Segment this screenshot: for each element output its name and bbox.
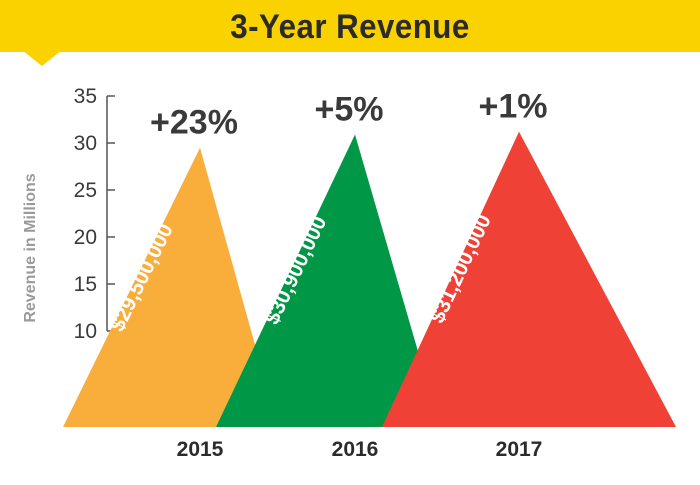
y-tick-label: 20 xyxy=(74,226,97,249)
change-label-2017: +1% xyxy=(479,88,548,126)
category-label-2017: 2017 xyxy=(496,438,543,461)
change-label-2016: +5% xyxy=(315,91,384,129)
y-axis-title: Revenue in Millions xyxy=(22,173,39,322)
chart-marks xyxy=(63,131,676,428)
revenue-triangle-2017 xyxy=(382,131,676,427)
y-tick-label: 35 xyxy=(74,85,97,108)
y-tick-label: 30 xyxy=(74,132,97,155)
banner-notch xyxy=(22,50,62,66)
y-tick-label: 10 xyxy=(74,320,97,343)
title-banner xyxy=(0,0,700,52)
change-label-2015: +23% xyxy=(150,104,238,142)
revenue-triangle-2015 xyxy=(63,147,278,427)
y-tick-label: 25 xyxy=(74,179,97,202)
y-axis: 10 15 20 25 30 35 Revenue in Millions xyxy=(22,85,115,343)
category-label-2016: 2016 xyxy=(332,438,379,461)
chart-title: 3-Year Revenue xyxy=(230,8,470,46)
revenue-triangle-2016 xyxy=(216,134,440,428)
category-label-2015: 2015 xyxy=(177,438,224,461)
y-tick-label: 15 xyxy=(74,273,97,296)
